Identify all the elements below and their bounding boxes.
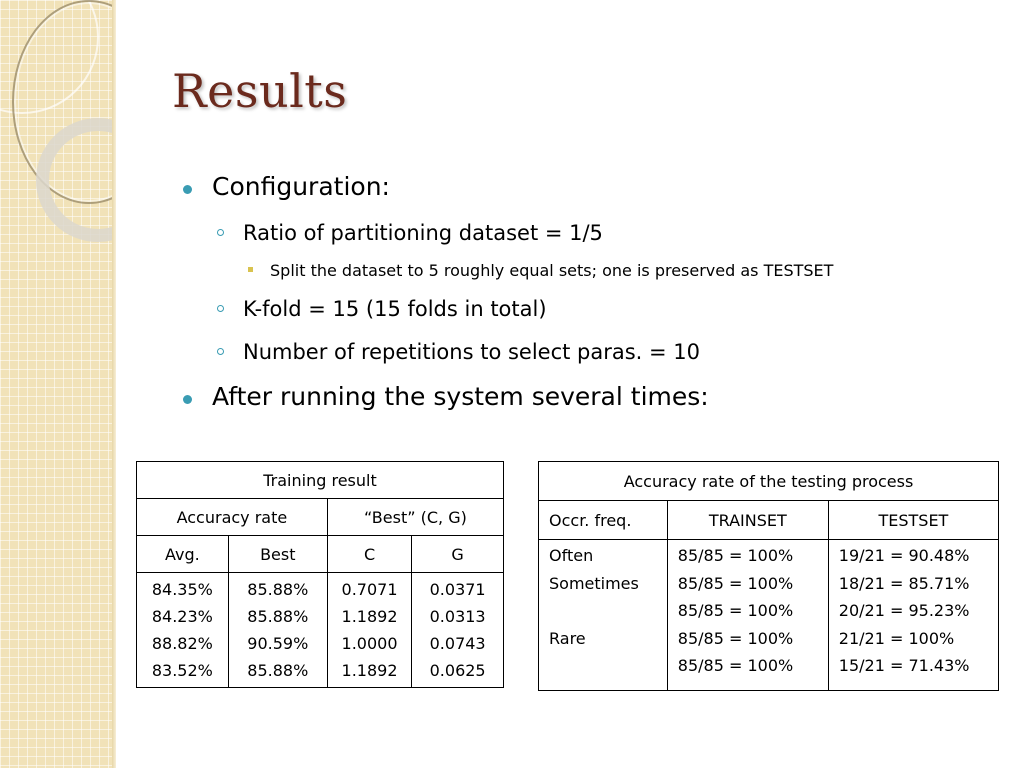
table-cell: 85.88% <box>247 607 309 626</box>
decorative-side-band <box>0 0 112 768</box>
column-header-c: C <box>326 535 413 573</box>
bullet-k-fold: K-fold = 15 (15 folds in total) <box>243 297 547 321</box>
table-cell: Sometimes <box>549 573 639 593</box>
column-group-best-params: “Best” (C, G) <box>326 498 505 536</box>
table-cell: 85/85 = 100% <box>677 573 794 593</box>
table-row: 84.35% 84.23% 88.82% 83.52% 85.88% 85.88… <box>136 572 504 688</box>
table-cell: Rare <box>549 628 586 648</box>
table-cell: 0.0743 <box>429 634 486 653</box>
testing-accuracy-table: Accuracy rate of the testing process Occ… <box>538 461 1000 691</box>
table-row: Often Sometimes Rare 85/85 = 100% 85/85 … <box>538 539 1000 691</box>
bullet-after-running: After running the system several times: <box>212 382 709 411</box>
trainset-values-cell: 85/85 = 100% 85/85 = 100% 85/85 = 100% 8… <box>666 539 829 691</box>
table-cell: 1.1892 <box>341 661 398 680</box>
training-result-table: Training result Accuracy rate “Best” (C,… <box>136 461 505 688</box>
table-cell: 20/21 = 95.23% <box>838 601 970 620</box>
table-cell: 0.7071 <box>341 580 398 599</box>
c-values-cell: 0.7071 1.1892 1.0000 1.1892 <box>326 572 413 688</box>
column-header-testset: TESTSET <box>827 500 1000 540</box>
testset-values-cell: 19/21 = 90.48% 18/21 = 85.71% 20/21 = 95… <box>827 539 1000 691</box>
side-band-edge <box>112 0 116 768</box>
table-cell <box>549 652 667 680</box>
table-header: Training result <box>136 461 504 499</box>
column-header-avg: Avg. <box>136 535 229 573</box>
g-values-cell: 0.0371 0.0313 0.0743 0.0625 <box>411 572 504 688</box>
bullet-partition-ratio: Ratio of partitioning dataset = 1/5 <box>243 221 603 245</box>
table-cell <box>549 597 667 625</box>
table-cell: 84.35% <box>151 580 213 599</box>
table-cell: 1.1892 <box>341 607 398 626</box>
slide-title: Results <box>172 64 348 118</box>
occurrence-values-cell: Often Sometimes Rare <box>538 539 668 691</box>
table-cell: 1.0000 <box>341 634 398 653</box>
table-cell: Often <box>549 546 594 565</box>
table-cell: 15/21 = 71.43% <box>838 656 970 675</box>
table-cell: 19/21 = 90.48% <box>838 546 970 565</box>
column-header-trainset: TRAINSET <box>666 500 829 540</box>
bullet-split-dataset: Split the dataset to 5 roughly equal set… <box>270 261 834 280</box>
bullet-circle-icon <box>217 305 224 312</box>
table-cell: 85.88% <box>247 661 309 680</box>
table-header: Accuracy rate of the testing process <box>538 461 999 501</box>
table-cell: 84.23% <box>151 607 213 626</box>
column-header-best: Best <box>227 535 328 573</box>
table-cell: 0.0313 <box>429 607 486 626</box>
bullet-configuration: Configuration: <box>212 172 390 201</box>
bullet-dot-icon <box>183 395 192 404</box>
column-header-occurrence: Occr. freq. <box>538 500 668 540</box>
table-cell: 85/85 = 100% <box>677 546 794 565</box>
table-cell: 0.0371 <box>429 580 486 599</box>
best-values-cell: 85.88% 85.88% 90.59% 85.88% <box>227 572 328 688</box>
table-cell: 90.59% <box>247 634 309 653</box>
table-cell: 85/85 = 100% <box>677 601 794 620</box>
column-header-g: G <box>411 535 504 573</box>
table-cell: 85/85 = 100% <box>677 656 794 675</box>
table-cell: 0.0625 <box>429 661 486 680</box>
bullet-dot-icon <box>183 185 192 194</box>
table-cell: 83.52% <box>151 661 213 680</box>
bullet-repetitions: Number of repetitions to select paras. =… <box>243 340 701 364</box>
avg-values-cell: 84.35% 84.23% 88.82% 83.52% <box>136 572 229 688</box>
bullet-square-icon <box>248 267 253 272</box>
table-cell: 85/85 = 100% <box>677 628 794 648</box>
table-cell: 88.82% <box>151 634 213 653</box>
bullet-circle-icon <box>217 229 224 236</box>
bullet-circle-icon <box>217 348 224 355</box>
table-cell: 85.88% <box>247 580 309 599</box>
table-cell: 21/21 = 100% <box>838 628 955 648</box>
table-cell: 18/21 = 85.71% <box>838 573 970 593</box>
column-group-accuracy: Accuracy rate <box>136 498 328 536</box>
